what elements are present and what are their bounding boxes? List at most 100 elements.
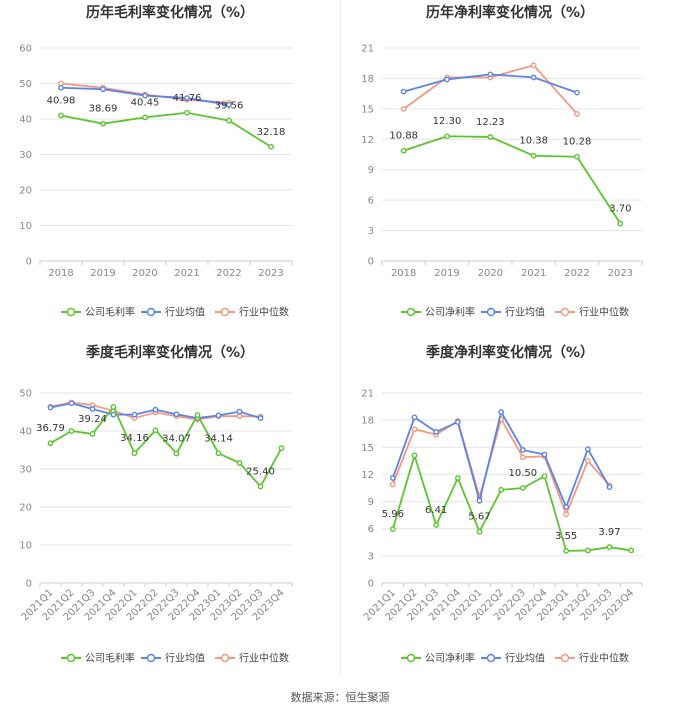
x-tick-label: 2022 bbox=[564, 268, 589, 279]
data-point bbox=[236, 413, 243, 420]
data-label: 32.18 bbox=[257, 127, 286, 138]
data-point bbox=[530, 62, 537, 69]
data-point bbox=[574, 89, 580, 96]
legend-item: 行业中位数 bbox=[215, 652, 289, 665]
y-tick-label: 0 bbox=[26, 257, 32, 268]
legend-marker bbox=[406, 653, 416, 663]
data-point bbox=[278, 445, 285, 452]
y-tick-label: 21 bbox=[361, 44, 374, 55]
legend-marker bbox=[560, 307, 570, 317]
chart-svg: 历年毛利率变化情况（%） 0 10 20 30 40 50 60 2018 2019 2020 202… bbox=[19, 4, 293, 319]
data-point bbox=[574, 111, 580, 117]
data-source-footer: 数据来源：恒生聚源 bbox=[290, 691, 390, 704]
data-label: 5.67 bbox=[468, 512, 490, 523]
legend-label: 公司净利率 bbox=[425, 652, 475, 665]
data-point bbox=[487, 71, 494, 78]
x-tick-label: 2023 bbox=[608, 268, 633, 279]
chart-title: 季度毛利率变化情况（%） bbox=[85, 344, 254, 361]
data-point bbox=[100, 86, 106, 93]
data-point bbox=[487, 134, 494, 140]
legend-marker bbox=[66, 307, 76, 317]
data-point bbox=[47, 404, 54, 411]
data-point bbox=[226, 117, 232, 124]
y-tick-label: 9 bbox=[368, 165, 374, 176]
legend-label: 行业均值 bbox=[505, 306, 545, 319]
data-label: 34.07 bbox=[162, 434, 191, 445]
y-tick-label: 50 bbox=[19, 389, 32, 400]
x-tick-label: 2019 bbox=[90, 268, 115, 279]
legend-marker bbox=[146, 653, 156, 663]
data-label: 10.88 bbox=[389, 131, 418, 142]
data-label: 12.30 bbox=[433, 116, 462, 127]
y-tick-label: 20 bbox=[19, 503, 32, 514]
legend-item: 行业均值 bbox=[481, 652, 545, 665]
legend-item: 行业均值 bbox=[141, 652, 205, 665]
annual-gross-margin-chart: 历年毛利率变化情况（%） 0 10 20 30 40 50 60 2018 2019 2020 202… bbox=[0, 0, 340, 340]
y-tick-label: 60 bbox=[19, 44, 32, 55]
y-tick-label: 15 bbox=[361, 443, 374, 454]
data-point bbox=[400, 88, 407, 95]
data-label: 34.16 bbox=[120, 433, 149, 444]
data-label: 39.24 bbox=[78, 414, 107, 425]
data-point bbox=[215, 412, 222, 419]
y-tick-label: 10 bbox=[19, 221, 32, 232]
legend-label: 公司毛利率 bbox=[85, 652, 135, 665]
data-point bbox=[574, 153, 580, 160]
data-point bbox=[400, 147, 407, 154]
y-tick-label: 6 bbox=[368, 524, 374, 535]
data-point bbox=[454, 419, 461, 425]
data-label: 3.55 bbox=[555, 531, 577, 542]
data-point bbox=[173, 411, 180, 418]
y-tick-label: 3 bbox=[368, 551, 374, 562]
y-tick-label: 18 bbox=[361, 416, 374, 427]
y-tick-label: 15 bbox=[361, 104, 374, 115]
data-point bbox=[100, 120, 106, 127]
data-point bbox=[389, 481, 396, 488]
data-point bbox=[411, 426, 418, 433]
y-tick-label: 0 bbox=[26, 579, 32, 590]
chart-svg: 历年净利率变化情况（%） 0 3 6 9 12 15 18 21 2018 2019 2020 2021… bbox=[361, 4, 643, 319]
data-point bbox=[131, 411, 138, 418]
y-tick-label: 40 bbox=[19, 115, 32, 126]
legend-label: 行业中位数 bbox=[579, 306, 629, 319]
data-point bbox=[110, 404, 117, 410]
data-point bbox=[131, 450, 138, 457]
legend-marker bbox=[220, 307, 230, 317]
legend-item: 行业均值 bbox=[141, 306, 205, 319]
data-point bbox=[563, 547, 570, 554]
data-point bbox=[268, 143, 274, 150]
data-label: 25.40 bbox=[246, 466, 275, 477]
data-point bbox=[68, 428, 75, 434]
y-tick-label: 40 bbox=[19, 427, 32, 438]
data-point bbox=[389, 475, 396, 481]
data-point bbox=[476, 528, 483, 535]
x-tick-label: 2023 bbox=[258, 268, 283, 279]
y-tick-label: 0 bbox=[368, 579, 374, 590]
data-point bbox=[173, 450, 180, 457]
data-point bbox=[152, 406, 159, 413]
data-label: 6.41 bbox=[425, 505, 447, 516]
legend-item: 公司净利率 bbox=[401, 306, 475, 319]
annual-net-margin-chart: 历年净利率变化情况（%） 0 3 6 9 12 15 18 21 2018 2019 2020 2021… bbox=[340, 0, 680, 340]
legend-label: 行业均值 bbox=[165, 306, 205, 319]
y-tick-label: 12 bbox=[361, 135, 374, 146]
legend-marker bbox=[560, 653, 570, 663]
data-point bbox=[584, 446, 591, 452]
x-tick-label: 2021 bbox=[174, 268, 199, 279]
x-tick-label: 2022 bbox=[216, 268, 241, 279]
data-point bbox=[226, 101, 232, 108]
x-tick-label: 2019 bbox=[434, 268, 459, 279]
data-label: 39.56 bbox=[215, 101, 244, 112]
legend-item: 行业中位数 bbox=[555, 652, 629, 665]
legend-marker bbox=[146, 307, 156, 317]
data-label: 12.23 bbox=[476, 117, 505, 128]
data-point bbox=[152, 427, 159, 434]
data-point bbox=[444, 76, 450, 83]
data-point bbox=[184, 109, 190, 116]
legend-item: 公司毛利率 bbox=[61, 652, 135, 665]
data-label: 10.28 bbox=[563, 137, 592, 148]
data-point bbox=[433, 429, 440, 435]
data-point bbox=[194, 412, 201, 418]
data-point bbox=[617, 220, 624, 227]
data-point bbox=[606, 484, 613, 490]
